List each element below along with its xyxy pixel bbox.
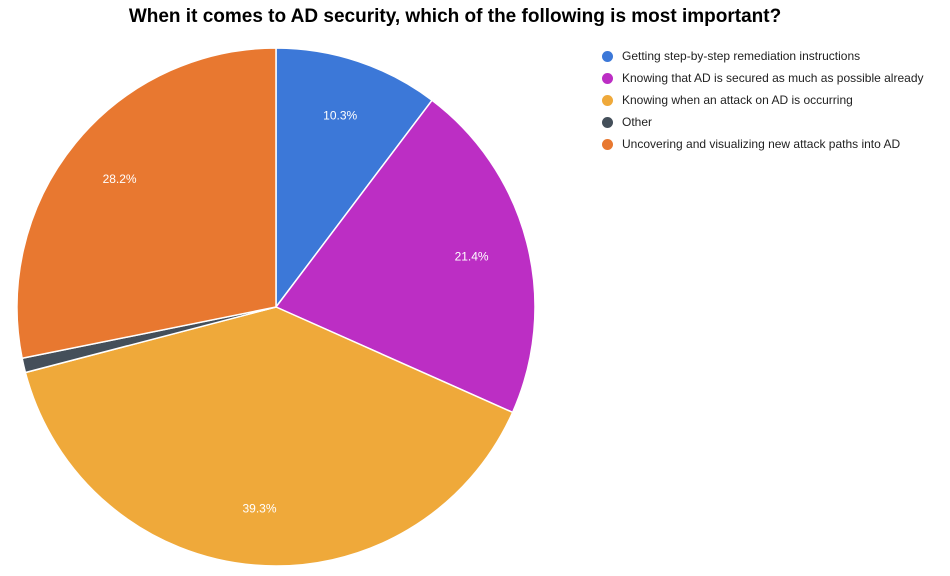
- chart-title: When it comes to AD security, which of t…: [128, 6, 782, 27]
- slice-data-label: 28.2%: [103, 172, 137, 186]
- legend-swatch-icon: [602, 94, 613, 106]
- legend-label: Getting step-by-step remediation instruc…: [622, 49, 861, 63]
- legend-label: Other: [622, 115, 653, 129]
- slice-data-label: 39.3%: [242, 501, 276, 515]
- pie-slice[interactable]: [275, 47, 434, 310]
- legend-label: Uncovering and visualizing new attack pa…: [622, 137, 901, 151]
- legend-label: Knowing that AD is secured as much as po…: [622, 71, 924, 85]
- legend-item[interactable]: Other: [602, 111, 924, 133]
- legend: Getting step-by-step remediation instruc…: [602, 45, 924, 155]
- pie-slice[interactable]: [274, 99, 536, 414]
- legend-swatch-icon: [602, 116, 613, 128]
- legend-label: Knowing when an attack on AD is occurrin…: [622, 93, 853, 107]
- slice-data-label: 21.4%: [455, 250, 489, 264]
- legend-item[interactable]: Uncovering and visualizing new attack pa…: [602, 133, 924, 155]
- legend-item[interactable]: Getting step-by-step remediation instruc…: [602, 45, 924, 67]
- legend-swatch-icon: [602, 72, 613, 84]
- slice-data-label: 10.3%: [323, 108, 357, 122]
- legend-swatch-icon: [602, 50, 613, 62]
- legend-swatch-icon: [602, 138, 613, 150]
- legend-item[interactable]: Knowing that AD is secured as much as po…: [602, 67, 924, 89]
- pie-slice[interactable]: [24, 306, 514, 567]
- legend-item[interactable]: Knowing when an attack on AD is occurrin…: [602, 89, 924, 111]
- pie-slice[interactable]: [16, 47, 277, 360]
